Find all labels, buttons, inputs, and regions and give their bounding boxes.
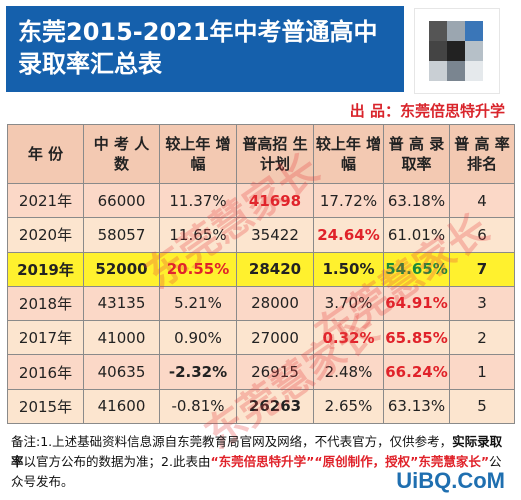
cell-plan-growth: 1.50% [313, 251, 384, 287]
cell-rank: 1 [449, 354, 515, 390]
page-title: 东莞2015-2021年中考普通高中录取率汇总表 [18, 18, 378, 78]
cell-rate: 61.01% [383, 217, 450, 253]
cell-rate: 66.24% [383, 354, 450, 390]
cell-plan: 26915 [236, 354, 314, 390]
note-part1: 备注:1.上述基础资料信息源自东莞教育局官网及网络，不代表官方，仅供参考， [11, 434, 453, 449]
cell-plan: 27000 [236, 320, 314, 356]
cell-rate: 64.91% [383, 285, 450, 322]
col-header-rate: 普 高 录取率 [383, 124, 450, 184]
note-part2: 实际录取率 [11, 434, 503, 469]
cell-rate: 54.65% [383, 251, 450, 287]
footnote: 备注:1.上述基础资料信息源自东莞教育局官网及网络，不代表官方，仅供参考，实际录… [7, 430, 514, 492]
cell-growth: 0.90% [159, 320, 237, 356]
table-row-highlight: 2019年 52000 20.55% 28420 1.50% 54.65% 7 [7, 251, 515, 287]
cell-plan: 28420 [236, 251, 314, 287]
note-part4: “东莞倍思特升学”“原创制作，授权”东莞慧家长” [210, 454, 490, 469]
cell-students: 41600 [83, 388, 160, 425]
cell-growth: -2.32% [159, 354, 237, 390]
cell-plan-growth: 24.64% [313, 217, 384, 253]
cell-year: 2018年 [7, 285, 84, 322]
cell-year: 2020年 [7, 217, 84, 253]
cell-plan: 35422 [236, 217, 314, 253]
table-row: 2017年 41000 0.90% 27000 0.32% 65.85% 2 [7, 320, 515, 356]
cell-plan-growth: 17.72% [313, 182, 384, 219]
table-row: 2021年 66000 11.37% 41698 17.72% 63.18% 4 [7, 182, 515, 219]
cell-plan: 41698 [236, 182, 314, 219]
site-watermark-logo: UiBQ.CoM [396, 468, 505, 493]
cell-year: 2015年 [7, 388, 84, 425]
table-row: 2016年 40635 -2.32% 26915 2.48% 66.24% 1 [7, 354, 515, 390]
cell-plan: 28000 [236, 285, 314, 322]
cell-plan-growth: 3.70% [313, 285, 384, 322]
cell-students: 40635 [83, 354, 160, 390]
cell-growth: 11.37% [159, 182, 237, 219]
cell-rank: 6 [449, 217, 515, 253]
cell-rank: 2 [449, 320, 515, 356]
note-part5: 公众号发布。 [11, 454, 502, 489]
cell-students: 52000 [83, 251, 160, 287]
cell-students: 58057 [83, 217, 160, 253]
cell-growth: -0.81% [159, 388, 237, 425]
cell-rank: 4 [449, 182, 515, 219]
cell-plan-growth: 2.65% [313, 388, 384, 425]
admission-table: 年 份 中 考 人 数 较上年 增 幅 普高招 生计划 较上年 增 幅 普 高 … [7, 124, 515, 425]
table-header-row: 年 份 中 考 人 数 较上年 增 幅 普高招 生计划 较上年 增 幅 普 高 … [7, 124, 515, 184]
cell-year: 2017年 [7, 320, 84, 356]
cell-rate: 63.18% [383, 182, 450, 219]
col-header-growth: 较上年 增 幅 [159, 124, 237, 184]
header: 东莞2015-2021年中考普通高中录取率汇总表 出 品：东莞倍思特升学 [0, 0, 521, 120]
title-banner: 东莞2015-2021年中考普通高中录取率汇总表 [6, 6, 404, 92]
cell-growth: 11.65% [159, 217, 237, 253]
cell-rank: 7 [449, 251, 515, 287]
table-row: 2020年 58057 11.65% 35422 24.64% 61.01% 6 [7, 217, 515, 253]
col-header-year: 年 份 [7, 124, 84, 184]
note-part3: 以官方公布的数据为准；2.此表由 [23, 454, 211, 469]
col-header-plan-growth: 较上年 增 幅 [313, 124, 384, 184]
cell-rate: 63.13% [383, 388, 450, 425]
cell-plan-growth: 0.32% [313, 320, 384, 356]
cell-rate: 65.85% [383, 320, 450, 356]
cell-rank: 3 [449, 285, 515, 322]
table-row: 2015年 41600 -0.81% 26263 2.65% 63.13% 5 [7, 388, 515, 425]
table-row: 2018年 43135 5.21% 28000 3.70% 64.91% 3 [7, 285, 515, 322]
cell-growth: 5.21% [159, 285, 237, 322]
cell-plan-growth: 2.48% [313, 354, 384, 390]
cell-students: 43135 [83, 285, 160, 322]
cell-rank: 5 [449, 388, 515, 425]
cell-year: 2016年 [7, 354, 84, 390]
col-header-students: 中 考 人 数 [83, 124, 160, 184]
col-header-plan: 普高招 生计划 [236, 124, 314, 184]
qr-code-icon [414, 8, 500, 94]
source-label: 出 品：东莞倍思特升学 [349, 102, 505, 120]
cell-growth: 20.55% [159, 251, 237, 287]
cell-year: 2019年 [7, 251, 84, 287]
cell-plan: 26263 [236, 388, 314, 425]
cell-students: 66000 [83, 182, 160, 219]
cell-year: 2021年 [7, 182, 84, 219]
col-header-rank: 普 高 率排名 [449, 124, 515, 184]
cell-students: 41000 [83, 320, 160, 356]
